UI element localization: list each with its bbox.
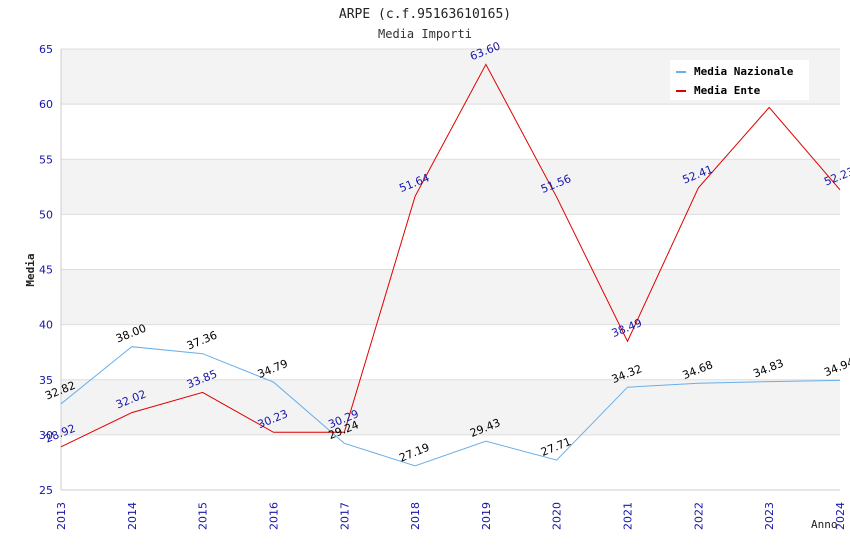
axes	[60, 49, 840, 491]
y-tick-label: 65	[39, 43, 53, 56]
grid-band	[61, 324, 840, 380]
x-tick-label: 2022	[692, 502, 705, 530]
x-tick-label: 2017	[338, 502, 351, 530]
x-tick-label: 2014	[126, 502, 139, 530]
legend-box	[670, 60, 809, 100]
x-axis-label: Anno	[811, 518, 838, 531]
y-tick-label: 30	[39, 429, 53, 442]
x-tick-label: 2016	[267, 502, 280, 530]
series-lines	[60, 63, 841, 467]
y-tick-label: 35	[39, 374, 53, 387]
x-tick-labels: 2013 2014 2015 2016 2017 2018 2019 2020 2021 2022…	[55, 502, 847, 530]
series-line-media-nazionale	[60, 346, 841, 467]
y-tick-label: 45	[39, 264, 53, 277]
x-tick-label: 2021	[622, 502, 635, 530]
y-tick-label: 25	[39, 484, 53, 497]
grid-band	[61, 104, 840, 160]
x-tick-label: 2015	[197, 502, 210, 530]
grid-band	[61, 434, 840, 490]
legend: Media Nazionale Media Ente	[670, 60, 809, 100]
y-tick-label: 50	[39, 208, 53, 221]
legend-label-nazionale: Media Nazionale	[694, 65, 794, 78]
grid-band	[61, 379, 840, 435]
x-tick-label: 2020	[551, 502, 564, 530]
grid-band	[61, 159, 840, 215]
y-tick-label: 40	[39, 319, 53, 332]
grid-bands	[61, 48, 840, 491]
y-tick-label: 60	[39, 98, 53, 111]
y-axis-label: Media	[24, 253, 37, 286]
x-tick-label: 2023	[763, 502, 776, 530]
y-tick-labels: 25 30 35 40 45 50 55 60 65	[39, 43, 53, 497]
x-tick-label: 2024	[834, 502, 847, 530]
chart-title: ARPE (c.f.95163610165)	[339, 7, 511, 22]
grid-band	[61, 269, 840, 325]
x-tick-label: 2013	[55, 502, 68, 530]
chart-subtitle: Media Importi	[378, 27, 472, 41]
series-line-media-ente	[60, 63, 841, 448]
legend-label-ente: Media Ente	[694, 84, 761, 97]
grid-band	[61, 214, 840, 270]
x-tick-label: 2019	[480, 502, 493, 530]
x-tick-label: 2018	[409, 502, 422, 530]
y-tick-label: 55	[39, 153, 53, 166]
